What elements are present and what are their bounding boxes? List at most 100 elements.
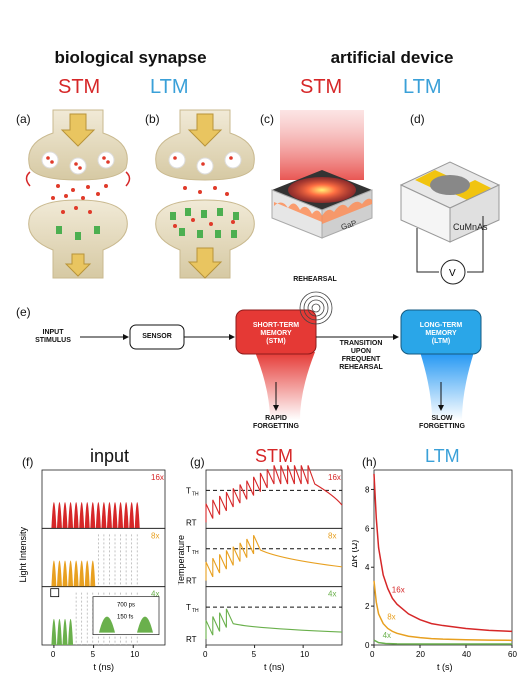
pulse-mark — [68, 560, 74, 587]
pulse-mark — [73, 502, 79, 529]
synapse-stm-illustration — [25, 109, 131, 279]
x-tick-label: 10 — [300, 650, 309, 659]
pulse-mark — [51, 560, 57, 587]
y-axis-label: Light Intensity — [18, 526, 28, 582]
transition-label: TRANSITION UPON FREQUENT REHEARSAL — [339, 340, 383, 371]
x-tick-label: 5 — [91, 650, 96, 659]
pulse-mark — [134, 502, 140, 529]
stm-box-label: SHORT-TERM MEMORY (STM) — [252, 322, 300, 345]
threshold-label: T — [186, 486, 191, 495]
x-tick-label: 0 — [370, 650, 375, 659]
sensor-label: SENSOR — [142, 333, 172, 340]
rapid-forgetting-label: RAPID FORGETTING — [253, 415, 299, 430]
y-tick-label: 6 — [365, 524, 370, 533]
plot-title-h: LTM — [425, 446, 460, 466]
plot-title-g: STM — [255, 446, 293, 466]
pulse-mark — [101, 502, 107, 529]
series-line-16x — [373, 473, 513, 633]
series-label: 16x — [392, 585, 405, 594]
x-tick-label: 60 — [508, 650, 517, 659]
pulse-mark — [68, 618, 74, 645]
pulse-mark — [90, 502, 96, 529]
pulse-mark — [90, 560, 96, 587]
series-label: 8x — [387, 613, 395, 622]
voltmeter-label: V — [449, 268, 456, 279]
temperature-trace — [205, 608, 343, 639]
series-label: 4x — [151, 590, 159, 599]
panel-label-g: (g) — [190, 455, 205, 469]
series-line-8x — [373, 580, 513, 642]
slow-forgetting-label: SLOW FORGETTING — [419, 415, 465, 430]
pulse-mark — [51, 502, 57, 529]
artificial-header: artificial device — [330, 48, 454, 67]
panel-label-d: (d) — [410, 112, 425, 126]
y-tick-label: 4 — [365, 563, 370, 572]
x-tick-label: 40 — [462, 650, 471, 659]
y-tick-label: 8 — [365, 485, 370, 494]
memory-flow-diagram — [80, 291, 482, 420]
pulse-mark — [79, 502, 85, 529]
pulse-mark — [56, 560, 62, 587]
pulse-mark — [68, 502, 74, 529]
pulse-mark — [73, 560, 79, 587]
synapse-ltm-illustration — [155, 109, 255, 279]
threshold-label: T — [186, 545, 191, 554]
rt-label: RT — [186, 518, 197, 527]
pulse-mark — [56, 502, 62, 529]
x-tick-label: 0 — [51, 650, 56, 659]
stm-tag-device: STM — [300, 76, 343, 98]
pulse-mark — [112, 502, 118, 529]
ltm-tag-bio: LTM — [150, 76, 189, 98]
pulse-mark — [118, 502, 124, 529]
rehearsal-label: REHEARSAL — [293, 276, 337, 283]
x-axis-label: t (ns) — [264, 662, 285, 672]
gap-device-illustration: GaP — [271, 110, 373, 239]
ltm-box-label: LONG-TERM MEMORY (LTM) — [419, 322, 463, 345]
panel-label-e: (e) — [16, 305, 31, 319]
series-label: 16x — [151, 473, 164, 482]
temperature-trace — [205, 465, 343, 523]
pulse-mark — [56, 618, 62, 645]
plot-frame — [373, 469, 513, 646]
panel-label-a: (a) — [16, 112, 31, 126]
input-pulse-chart: 16x 8x 4x 700 ps 150 fs 0 5 10 t (ns) Light Inten… — [18, 469, 166, 672]
panel-label-c: (c) — [260, 112, 274, 126]
y-tick-label: 0 — [365, 641, 370, 650]
panel-frame — [41, 586, 166, 646]
series-label: 16x — [328, 473, 341, 482]
pulse-mark — [129, 502, 135, 529]
stm-tag-bio: STM — [58, 76, 101, 98]
x-tick-label: 20 — [416, 650, 425, 659]
panel-label-f: (f) — [22, 455, 34, 469]
rt-label: RT — [186, 635, 197, 644]
pulse-mark — [123, 502, 129, 529]
rt-label: RT — [186, 577, 197, 586]
pulse-mark — [84, 502, 90, 529]
y-tick-label: 2 — [365, 602, 370, 611]
stm-box — [235, 309, 317, 355]
x-tick-label: 0 — [203, 650, 208, 659]
inset-spacing-label: 700 ps — [117, 603, 135, 609]
threshold-label: T — [186, 603, 191, 612]
pulse-mark — [51, 618, 57, 645]
threshold-subscript: TH — [192, 550, 199, 556]
temperature-trace — [205, 534, 343, 581]
pulse-mark — [62, 618, 68, 645]
inset-width-label: 150 fs — [117, 615, 133, 621]
x-tick-label: 10 — [130, 650, 139, 659]
y-axis-label: Temperature — [178, 535, 186, 586]
series-label: 4x — [328, 590, 336, 599]
panel-label-b: (b) — [145, 112, 160, 126]
x-tick-label: 5 — [252, 650, 257, 659]
series-label: 4x — [383, 631, 391, 640]
plot-title-f: input — [90, 446, 130, 466]
inset-pulse — [137, 616, 153, 633]
input-stimulus-label: INPUT STIMULUS — [35, 329, 71, 344]
pulse-mark — [62, 502, 68, 529]
x-axis-label: t (s) — [437, 662, 453, 672]
ltm-tag-device: LTM — [403, 76, 442, 98]
pulse-mark — [79, 560, 85, 587]
x-axis-label: t (ns) — [94, 662, 115, 672]
pulse-mark — [106, 502, 112, 529]
